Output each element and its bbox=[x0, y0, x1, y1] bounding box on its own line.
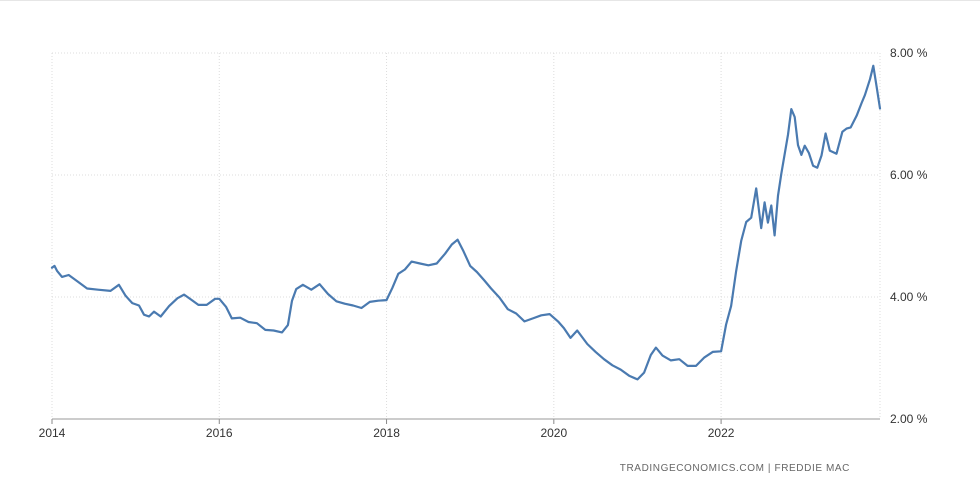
x-tick-label: 2020 bbox=[540, 426, 567, 440]
y-tick-label: 6.00 % bbox=[890, 168, 928, 182]
x-tick-label: 2014 bbox=[39, 426, 66, 440]
y-tick-label: 8.00 % bbox=[890, 46, 928, 60]
x-tick-label: 2016 bbox=[206, 426, 233, 440]
y-tick-label: 2.00 % bbox=[890, 412, 928, 426]
y-tick-label: 4.00 % bbox=[890, 290, 928, 304]
series-line bbox=[50, 64, 882, 381]
x-tick-label: 2018 bbox=[373, 426, 400, 440]
x-tick-label: 2022 bbox=[708, 426, 735, 440]
source-credit: TRADINGECONOMICS.COM | FREDDIE MAC bbox=[619, 463, 850, 474]
